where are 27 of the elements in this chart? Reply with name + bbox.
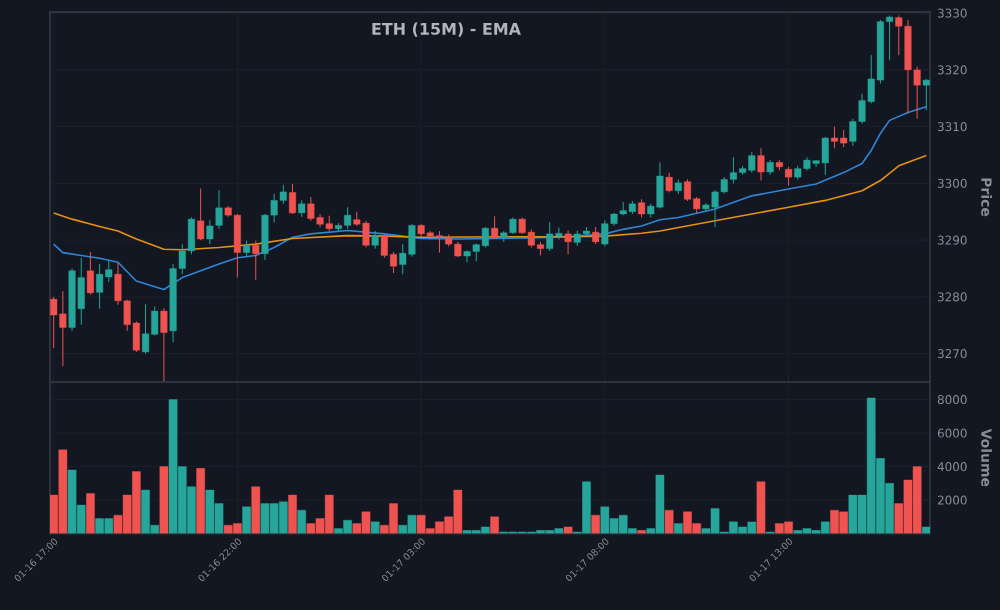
candlestick [564,229,572,255]
bar [306,523,316,534]
candlestick [160,307,168,382]
bar [848,494,858,534]
candlestick [638,198,646,218]
bar [563,526,573,534]
candlestick [289,183,297,215]
bar [591,514,600,534]
bar [370,521,380,534]
bar [490,516,499,534]
bar [86,493,95,534]
bar [196,468,205,534]
candlestick [757,147,765,182]
candlestick [86,251,94,296]
candlestick [491,215,499,240]
bar [922,526,931,534]
bar [600,506,610,534]
bar [58,449,68,534]
candlestick [922,78,930,111]
candlestick [252,240,260,281]
candlestick [785,166,793,187]
bar [756,481,766,534]
candlestick [665,172,673,193]
candlestick [197,187,205,241]
bar [159,466,169,534]
bar [242,506,251,534]
bar [288,494,297,534]
